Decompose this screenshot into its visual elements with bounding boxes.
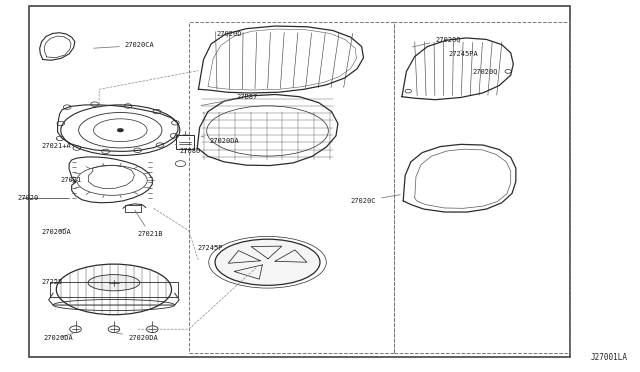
Text: J27001LA: J27001LA [590, 353, 627, 362]
Ellipse shape [215, 239, 320, 285]
Circle shape [117, 128, 124, 132]
Text: 27020: 27020 [18, 195, 39, 201]
Bar [125, 205, 141, 212]
Text: 27020DA: 27020DA [201, 137, 239, 144]
Text: 27021B: 27021B [134, 210, 163, 237]
Bar [29, 6, 570, 357]
Text: 27020D: 27020D [216, 31, 242, 37]
Text: 27245PA: 27245PA [448, 50, 477, 57]
Text: 27B87: 27B87 [201, 94, 258, 106]
Text: 27021+A: 27021+A [42, 139, 71, 149]
Text: 27020Q: 27020Q [472, 68, 498, 74]
Text: 27020DA: 27020DA [44, 333, 73, 341]
Ellipse shape [88, 275, 140, 291]
Text: 27020C: 27020C [351, 195, 401, 204]
Text: 27020DA: 27020DA [42, 228, 71, 235]
Text: 27080: 27080 [175, 144, 200, 154]
Bar [189, 22, 394, 353]
Text: 27021: 27021 [61, 177, 82, 183]
Text: 27020DA: 27020DA [116, 333, 157, 341]
Text: 27020Q: 27020Q [412, 36, 461, 47]
Bar [176, 135, 194, 149]
Text: 27020CA: 27020CA [93, 42, 154, 48]
Text: 27245P: 27245P [197, 245, 223, 251]
Bar [394, 22, 570, 353]
Text: 27225: 27225 [42, 279, 63, 285]
